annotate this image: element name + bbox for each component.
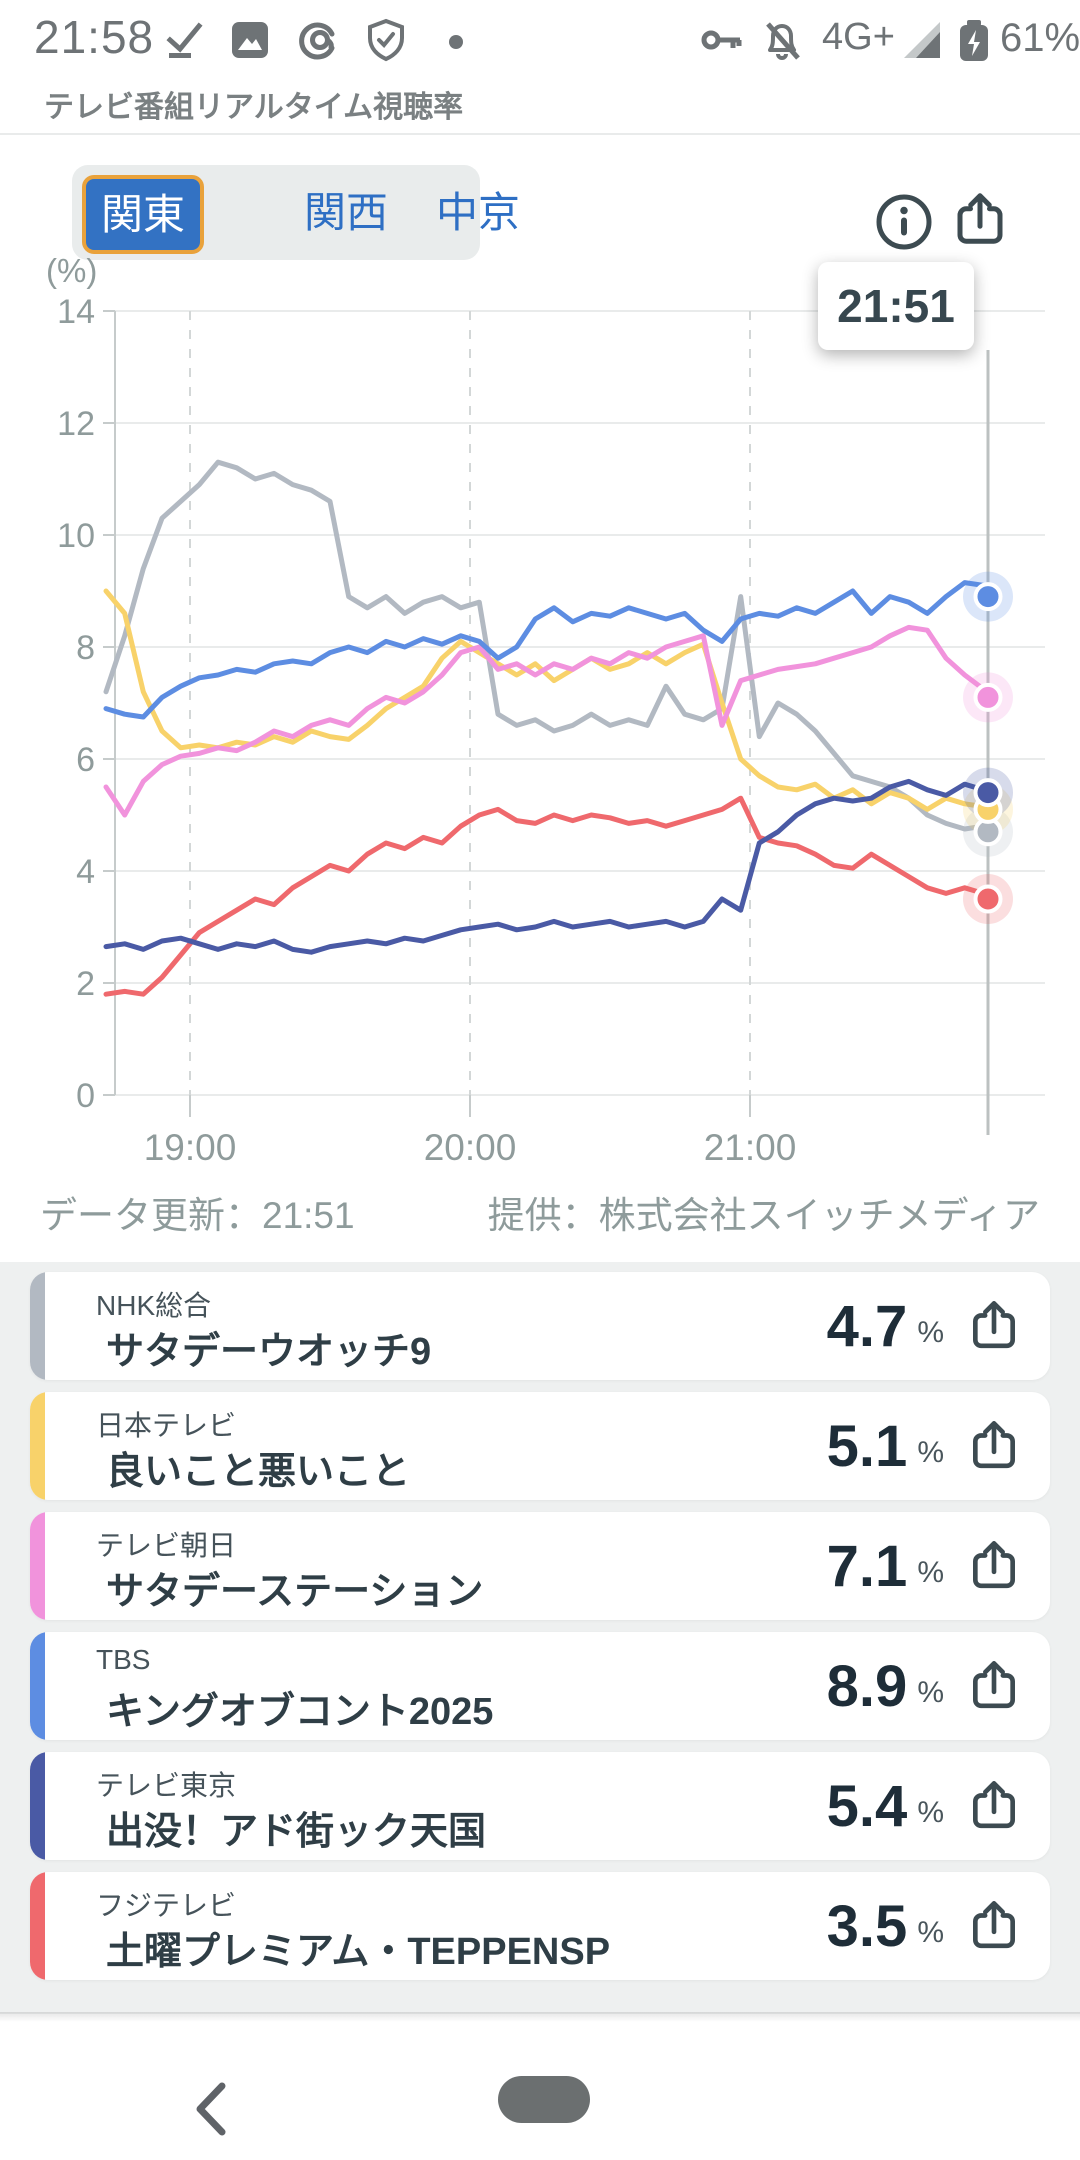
cursor-time-tooltip: 21:51: [818, 262, 974, 350]
channel-name: NHK総合: [96, 1290, 212, 1321]
system-navbar: [0, 2022, 1080, 2160]
program-card-tvasahi: テレビ朝日 サタデーステーション 7.1 %: [30, 1512, 1050, 1620]
chart-footer: データ更新：21:51 提供：株式会社スイッチメディア: [0, 1185, 1080, 1236]
gallery-icon: [232, 22, 268, 58]
rating-unit: %: [917, 1436, 944, 1469]
battery-charging-icon: [960, 20, 988, 61]
info-icon[interactable]: [874, 192, 934, 252]
program-title: 土曜プレミアム・TEPPENSP: [106, 1931, 611, 1973]
share-icon[interactable]: [966, 1898, 1022, 1954]
svg-text:10: 10: [57, 517, 95, 555]
ratings-line-chart[interactable]: 0 2 4 6 8 10 12 14 19:00 20:00 21:00: [0, 290, 1080, 1190]
tab-kanto[interactable]: 関東: [82, 175, 204, 254]
tab-chukyo[interactable]: 中京: [435, 189, 520, 236]
channel-color-bar: [30, 1872, 45, 1980]
key-icon: [701, 30, 742, 50]
bell-off-icon: [766, 22, 800, 60]
home-pill[interactable]: [498, 2076, 590, 2123]
rating-value: 5.4: [826, 1773, 908, 1839]
clock: 21:58: [34, 11, 155, 63]
program-title: サタデーウオッチ9: [106, 1331, 432, 1373]
signal-icon: [904, 22, 940, 58]
notification-dot: [449, 35, 463, 49]
navbar-shadow: [0, 2012, 1080, 2022]
rating-value: 4.7: [826, 1293, 908, 1359]
share-icon[interactable]: [966, 1298, 1022, 1354]
channel-color-bar: [30, 1512, 45, 1620]
share-icon[interactable]: [966, 1538, 1022, 1594]
channel-name: テレビ東京: [96, 1770, 237, 1801]
channel-color-bar: [30, 1392, 45, 1500]
data-updated-label: データ更新：21:51: [40, 1195, 355, 1236]
share-icon[interactable]: [950, 190, 1010, 250]
shield-check-icon: [368, 18, 404, 62]
share-icon[interactable]: [966, 1778, 1022, 1834]
rating-unit: %: [917, 1796, 944, 1829]
region-tabbar: 関東 関西 中京: [72, 165, 520, 260]
svg-text:20:00: 20:00: [424, 1127, 517, 1168]
channel-color-bar: [30, 1632, 45, 1740]
svg-text:14: 14: [57, 293, 95, 331]
program-card-fuji: フジテレビ 土曜プレミアム・TEPPENSP 3.5 %: [30, 1872, 1050, 1980]
channel-name: 日本テレビ: [96, 1410, 237, 1441]
rating-unit: %: [917, 1676, 944, 1709]
svg-text:2: 2: [76, 965, 95, 1003]
rating-value: 8.9: [826, 1653, 908, 1719]
rating-value: 5.1: [826, 1413, 908, 1479]
svg-text:21:00: 21:00: [704, 1127, 797, 1168]
rating-unit: %: [917, 1316, 944, 1349]
channel-name: TBS: [96, 1644, 151, 1675]
share-icon[interactable]: [966, 1418, 1022, 1474]
rating-unit: %: [917, 1556, 944, 1589]
battery-percent-label: 61%: [1000, 16, 1080, 60]
network-type-label: 4G+: [822, 16, 895, 58]
channel-name: フジテレビ: [96, 1890, 237, 1921]
rating-value: 7.1: [826, 1533, 908, 1599]
data-provider-label: 提供：株式会社スイッチメディア: [487, 1195, 1040, 1236]
program-card-nhk: NHK総合 サタデーウオッチ9 4.7 %: [30, 1272, 1050, 1380]
program-card-ntv: 日本テレビ 良いこと悪いこと 5.1 %: [30, 1392, 1050, 1500]
status-bar: 21:58 4G+: [0, 0, 1080, 76]
svg-text:4: 4: [76, 853, 95, 891]
svg-text:12: 12: [57, 405, 95, 443]
y-axis-unit-label: (%): [46, 252, 98, 289]
rating-unit: %: [917, 1916, 944, 1949]
svg-text:19:00: 19:00: [144, 1127, 237, 1168]
rating-value: 3.5: [826, 1893, 908, 1959]
tab-kansai[interactable]: 関西: [303, 189, 388, 236]
svg-text:6: 6: [76, 741, 95, 779]
program-title: キングオブコント2025: [106, 1691, 494, 1733]
threads-icon: [299, 22, 335, 60]
channel-color-bar: [30, 1272, 45, 1380]
program-title: サタデーステーション: [106, 1571, 484, 1613]
program-card-tvtokyo: テレビ東京 出没！アド街ック天国 5.4 %: [30, 1752, 1050, 1860]
checkmark-icon: [166, 22, 203, 58]
share-icon[interactable]: [966, 1658, 1022, 1714]
page-title: テレビ番組リアルタイム視聴率: [44, 91, 464, 124]
program-title: 良いこと悪いこと: [106, 1451, 411, 1493]
program-title: 出没！アド街ック天国: [106, 1811, 487, 1853]
program-list: NHK総合 サタデーウオッチ9 4.7 % 日本テレビ 良いこと悪いこと 5.1…: [0, 1262, 1080, 2014]
svg-text:8: 8: [76, 629, 95, 667]
channel-color-bar: [30, 1752, 45, 1860]
svg-text:0: 0: [76, 1077, 95, 1115]
channel-name: テレビ朝日: [96, 1530, 237, 1561]
app-header: テレビ番組リアルタイム視聴率: [0, 76, 1080, 135]
back-chevron-icon[interactable]: [190, 2080, 230, 2138]
program-card-tbs: TBS キングオブコント2025 8.9 %: [30, 1632, 1050, 1740]
